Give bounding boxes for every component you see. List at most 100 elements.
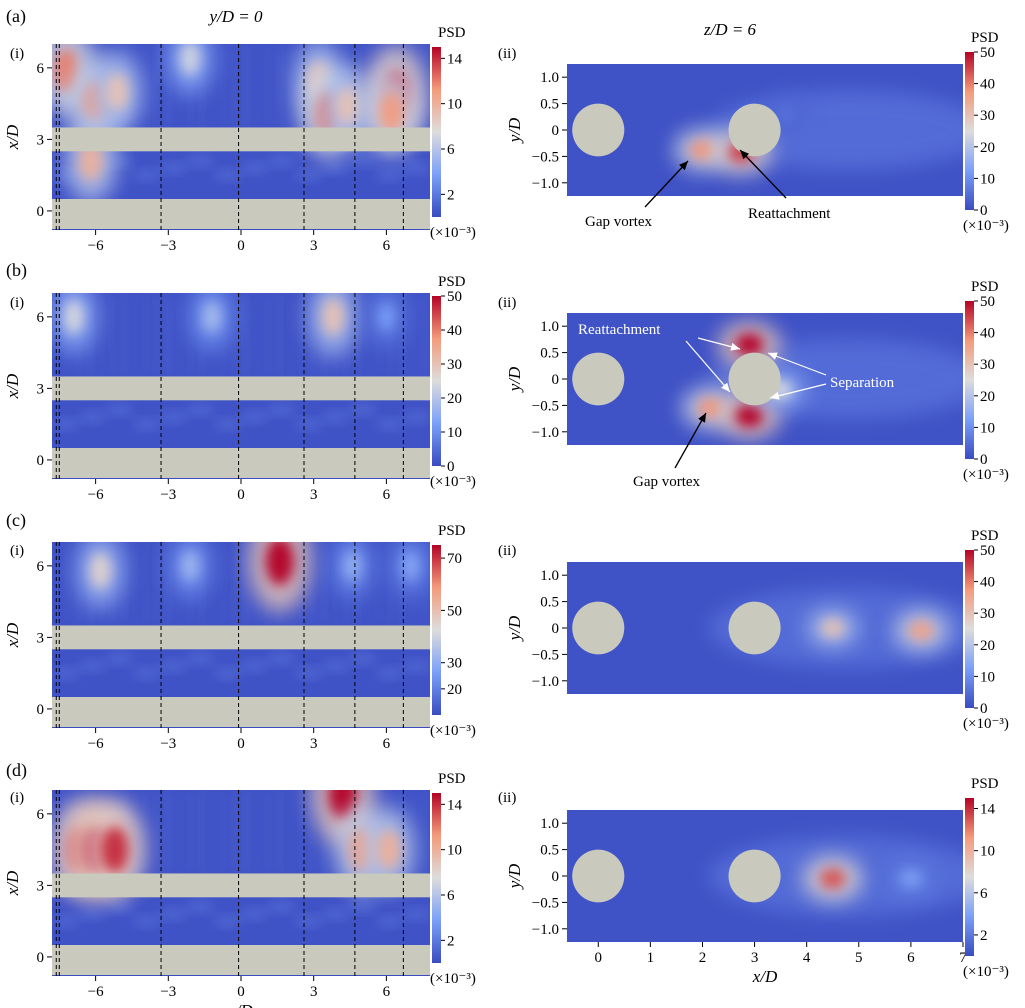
band-texture — [105, 404, 134, 415]
colorbar-tick-label: 6 — [447, 142, 455, 158]
y-axis-label: x/D — [3, 373, 22, 399]
colorbar-tick-label: 50 — [980, 45, 995, 61]
annotation-gap-vortex-b: Gap vortex — [633, 474, 701, 490]
band-texture — [132, 170, 161, 181]
hotspot — [735, 404, 764, 428]
colorbar-tick-label: 20 — [980, 389, 995, 405]
panels-layer: 036−6 −3 0 3 6x/DPSD141062(×10⁻³)1.00.50−0.5… — [3, 25, 1009, 1008]
streak-texture — [376, 542, 382, 626]
band-texture — [375, 170, 404, 181]
panel-c-i: 0 3 6 −6 −3 0 3 6 x/D PSD 70 50 30 20 (×10⁻³) — [3, 523, 476, 752]
streak-texture — [165, 542, 171, 626]
x-tick-label: 1 — [647, 950, 655, 966]
colorbar-label: PSD — [971, 776, 999, 792]
x-tick-label: 3 — [310, 984, 318, 1000]
x-tick-label: 0 — [237, 487, 245, 503]
colorbar-tick-label: 14 — [447, 51, 463, 67]
streak-texture — [243, 293, 249, 377]
streak-texture — [65, 542, 71, 626]
cylinder-0 — [572, 601, 625, 655]
hotspot — [89, 552, 112, 589]
cylinder-band-upper — [52, 127, 430, 152]
cylinder-3 — [728, 103, 781, 157]
hotspot — [901, 870, 921, 887]
annotations-a-ii: Gap vortex Reattachment — [585, 149, 831, 230]
annotation-reattachment-a: Reattachment — [748, 206, 831, 222]
streak-texture — [210, 542, 216, 626]
y-tick-label: 3 — [37, 381, 45, 397]
band-texture — [294, 170, 323, 181]
band-texture — [132, 419, 161, 430]
y-tick-label: 1.0 — [540, 816, 559, 832]
hotspot — [735, 333, 764, 356]
axes-b-i: 0 3 6 −6 −3 0 3 6 x/D — [3, 310, 391, 503]
colorbar-tick-label: 20 — [447, 682, 462, 698]
x-tick-label: 3 — [310, 487, 318, 503]
y-tick-label: −1.0 — [532, 922, 559, 938]
colorbar-unit: (×10⁻³) — [963, 467, 1009, 483]
x-axis-label: x/D — [752, 967, 778, 986]
streak-texture — [221, 790, 227, 874]
hotspot — [819, 868, 846, 890]
y-tick-label: 3 — [37, 878, 45, 894]
streak-texture — [154, 44, 160, 128]
colorbar-tick-label: 2 — [447, 187, 455, 203]
streak-texture — [254, 790, 260, 874]
band-texture — [132, 916, 161, 927]
colorbar-tick-label: 2 — [980, 928, 988, 944]
hotspot — [265, 542, 294, 585]
sub-label-d-ii: (ii) — [498, 790, 516, 806]
streak-texture — [210, 44, 216, 128]
band-texture — [52, 668, 80, 679]
band-texture — [213, 419, 242, 430]
band-texture — [240, 909, 269, 919]
y-tick-label: 0 — [552, 372, 560, 388]
streak-texture — [243, 44, 249, 128]
hotspot — [321, 298, 345, 336]
band-texture — [267, 653, 296, 664]
colorbar-gradient — [432, 793, 441, 963]
colorbar-a-i: PSD 14 10 6 2 (×10⁻³) — [430, 25, 476, 241]
streak-texture — [154, 293, 160, 377]
streak-texture — [132, 293, 138, 377]
colorbar-label: PSD — [971, 30, 999, 46]
streak-texture — [165, 44, 171, 128]
band-texture — [240, 661, 269, 671]
colorbar-gradient — [965, 550, 974, 708]
streak-texture — [199, 790, 205, 874]
streak-texture — [176, 790, 182, 874]
streak-texture — [110, 293, 116, 377]
x-tick-label: 0 — [595, 950, 603, 966]
colorbar-tick-label: 14 — [447, 797, 463, 813]
band-texture — [348, 901, 377, 912]
y-axis-label: y/D — [505, 863, 524, 890]
colorbar-unit: (×10⁻³) — [430, 723, 476, 739]
streak-texture — [265, 293, 271, 377]
streak-texture — [54, 542, 60, 626]
cylinder-0 — [572, 849, 625, 903]
band-texture — [105, 901, 134, 912]
x-tick-label: −3 — [160, 984, 176, 1000]
x-tick-label: −3 — [160, 736, 176, 752]
y-axis-label: x/D — [3, 124, 22, 150]
band-texture — [52, 916, 80, 927]
cylinder-3 — [728, 352, 781, 406]
y-tick-label: 3 — [37, 630, 45, 646]
cylinder-band-upper — [52, 873, 430, 898]
y-tick-label: −1.0 — [532, 176, 559, 192]
x-tick-label: 3 — [310, 736, 318, 752]
field-c-i — [52, 542, 430, 728]
colorbar-tick-label: 0 — [980, 701, 988, 717]
streak-texture — [121, 542, 127, 626]
y-tick-label: 1.0 — [540, 319, 559, 335]
colorbar-tick-label: 6 — [980, 886, 988, 902]
axes-a-i: 0 3 6 −6 −3 0 3 6 x/D — [3, 61, 391, 254]
colorbar-label: PSD — [438, 523, 466, 539]
band-texture — [186, 653, 215, 664]
colorbar-gradient — [432, 545, 441, 715]
band-texture — [159, 412, 188, 422]
streak-texture — [243, 790, 249, 874]
streak-texture — [410, 293, 416, 377]
